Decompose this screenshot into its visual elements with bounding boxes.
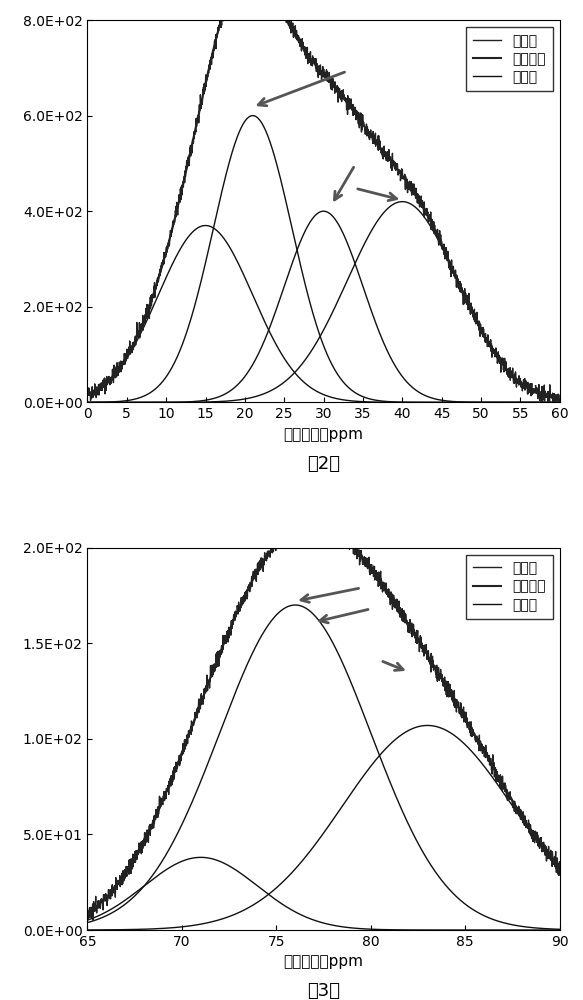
- Text: （2）: （2）: [307, 455, 340, 473]
- X-axis label: 化学位移／ppm: 化学位移／ppm: [283, 427, 364, 442]
- Legend: 原曲线, 拟合曲线, 高斯峰: 原曲线, 拟合曲线, 高斯峰: [466, 27, 553, 91]
- Text: （3）: （3）: [307, 982, 340, 1000]
- X-axis label: 化学位移／ppm: 化学位移／ppm: [283, 954, 364, 969]
- Legend: 原曲线, 拟合曲线, 高斯峰: 原曲线, 拟合曲线, 高斯峰: [466, 555, 553, 619]
